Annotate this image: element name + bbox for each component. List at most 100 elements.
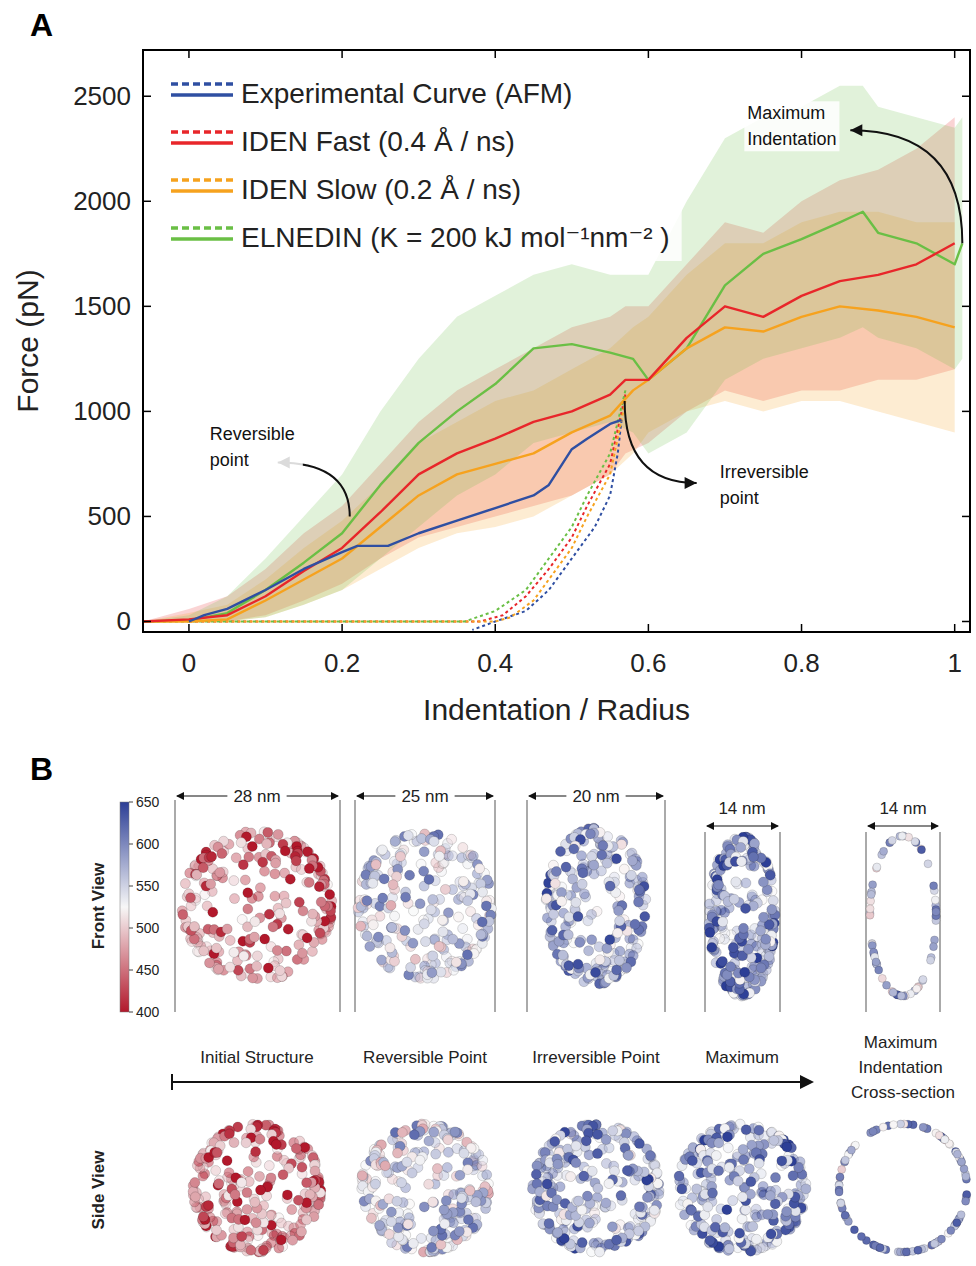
bead (731, 877, 741, 887)
bead (302, 1178, 312, 1188)
bead (589, 860, 599, 870)
bead (264, 909, 274, 919)
bead (476, 930, 486, 940)
bead (268, 922, 278, 932)
bead (251, 1147, 261, 1157)
plate (339, 800, 341, 1012)
bead (368, 920, 378, 930)
bead (417, 834, 427, 844)
bead (375, 1220, 385, 1230)
annotation-line: Indentation (747, 129, 836, 149)
bead (434, 851, 444, 861)
bead (557, 888, 567, 898)
bead (642, 1192, 652, 1202)
bead (634, 1202, 644, 1212)
bead (578, 868, 588, 878)
x-tick (188, 50, 190, 58)
bead (477, 917, 487, 927)
bead (297, 1162, 307, 1172)
stage-label: Initial Structure (200, 1048, 313, 1067)
colorbar-tick-label: 450 (136, 962, 160, 978)
bead (427, 968, 437, 978)
annotation-bg (717, 460, 817, 510)
colorbar-tick (129, 1012, 133, 1013)
bead (587, 935, 597, 945)
bead (601, 1135, 611, 1145)
figure: A00.20.40.60.8105001000150020002500Inden… (0, 0, 976, 1266)
bead (577, 879, 587, 889)
bead (291, 856, 301, 866)
bead (441, 1196, 451, 1206)
bead (448, 934, 458, 944)
y-tick (962, 95, 970, 97)
bead (302, 933, 312, 943)
bead (575, 937, 585, 947)
bead (212, 943, 222, 953)
width-arrow (707, 825, 778, 826)
bead (556, 847, 566, 857)
bead (385, 943, 395, 953)
bead (424, 1179, 434, 1189)
bead (240, 1215, 250, 1225)
bead (304, 864, 314, 874)
colorbar-tick-label: 500 (136, 920, 160, 936)
bead (396, 852, 406, 862)
annotation: Maximum Indentation (744, 101, 839, 151)
bead (481, 901, 491, 911)
bead (627, 856, 637, 866)
legend-swatch (171, 189, 233, 193)
width-arrowhead (331, 792, 339, 800)
bead (544, 1218, 554, 1228)
bead (224, 1129, 234, 1139)
y-tick (962, 411, 970, 413)
x-tick (188, 624, 190, 632)
bead (392, 1196, 402, 1206)
bead (736, 857, 746, 867)
bead (459, 1148, 469, 1158)
x-tick (801, 50, 803, 58)
bead (314, 882, 324, 892)
bead (612, 854, 622, 864)
bead (264, 1161, 274, 1171)
bead (475, 864, 485, 874)
bead (287, 1205, 297, 1215)
annotation-label: Maximum Indentation (747, 103, 836, 149)
bead (566, 1172, 576, 1182)
stage-label-line: Initial Structure (200, 1048, 313, 1067)
bead (403, 1219, 413, 1229)
bead (379, 874, 389, 884)
bead (205, 958, 215, 968)
bead (238, 860, 248, 870)
bead (558, 950, 568, 960)
bead (758, 877, 768, 887)
bead (212, 1225, 222, 1235)
bead (315, 928, 325, 938)
bead (707, 943, 717, 953)
colorbar-tick (129, 802, 133, 803)
bead (308, 909, 318, 919)
bead (429, 1127, 439, 1137)
bead (564, 912, 574, 922)
bead (478, 1155, 488, 1165)
bead (584, 946, 594, 956)
bead (283, 924, 293, 934)
bead (728, 943, 738, 953)
stage: 20 nmIrreversible Point (527, 787, 665, 1257)
bead (564, 961, 574, 971)
bead (403, 831, 413, 841)
bead (593, 1149, 603, 1159)
bead (718, 917, 728, 927)
bead (614, 956, 624, 966)
bead (281, 898, 291, 908)
width-label: 25 nm (401, 787, 448, 806)
bead (723, 1143, 733, 1153)
bead (230, 1190, 240, 1200)
bead (225, 962, 235, 972)
bead (384, 1229, 394, 1239)
x-tick (341, 624, 343, 632)
annotation-arrowhead (685, 477, 697, 489)
bead (387, 922, 397, 932)
bead (634, 885, 644, 895)
bead (424, 874, 434, 884)
bead (294, 897, 304, 907)
